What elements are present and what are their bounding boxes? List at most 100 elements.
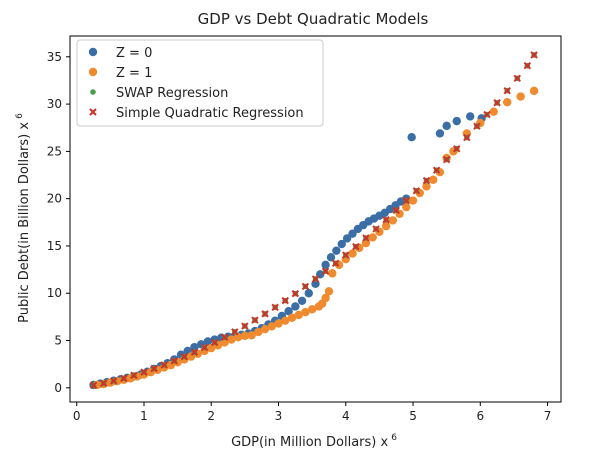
- data-point: [332, 246, 341, 255]
- data-point: [227, 335, 236, 344]
- data-point: [493, 99, 501, 107]
- x-tick-label: 4: [342, 409, 350, 423]
- data-point: [529, 86, 539, 96]
- data-point: [402, 202, 411, 212]
- data-point: [342, 234, 352, 243]
- x-tick-label: 2: [207, 409, 215, 423]
- legend-entries: Z = 0 Z = 1 SWAP Regression Simple Quadrati…: [88, 46, 304, 121]
- x-axis-label-text: GDP(in Million Dollars) x: [231, 435, 388, 450]
- data-point: [435, 129, 445, 138]
- y-axis-ticks: 0 5 10 15 20 25 30 35: [47, 50, 70, 395]
- data-point: [203, 337, 213, 346]
- data-point: [530, 51, 538, 59]
- legend-marker: [88, 67, 98, 77]
- data-point: [321, 260, 330, 270]
- data-point: [372, 225, 380, 233]
- x-axis-label-exponent: 6: [391, 433, 397, 443]
- data-point: [220, 333, 229, 342]
- data-point: [130, 371, 138, 380]
- data-point: [271, 303, 279, 312]
- x-tick-label: 6: [476, 409, 484, 423]
- plot-marks: [89, 51, 539, 390]
- y-tick-label: 20: [47, 192, 62, 206]
- data-point: [267, 322, 276, 331]
- legend-label: SWAP Regression: [116, 86, 228, 101]
- y-tick-label: 0: [54, 381, 62, 395]
- data-point: [274, 319, 283, 328]
- data-point: [200, 343, 209, 352]
- data-point: [388, 216, 398, 225]
- data-point: [483, 110, 491, 119]
- data-point: [261, 310, 269, 318]
- data-point: [453, 145, 461, 153]
- data-point: [291, 302, 300, 311]
- data-point: [307, 305, 317, 314]
- data-point: [150, 364, 158, 373]
- data-point: [473, 122, 481, 130]
- data-point: [348, 229, 357, 238]
- legend-entry: Z = 0: [88, 46, 152, 61]
- data-point: [247, 331, 256, 340]
- data-point: [240, 331, 250, 340]
- y-axis-label: Public Debt(in Billion Dollars) x 6: [15, 113, 32, 323]
- data-point: [422, 176, 431, 185]
- y-axis-label-exponent: 6: [15, 113, 25, 119]
- data-point: [337, 239, 346, 249]
- data-point: [321, 293, 330, 303]
- y-axis-label-text: Public Debt(in Billion Dollars) x: [17, 122, 32, 323]
- data-point: [301, 282, 310, 291]
- legend-marker: [90, 89, 96, 95]
- data-point: [251, 316, 259, 324]
- data-point: [99, 379, 108, 387]
- data-point: [260, 324, 270, 334]
- y-tick-label: 10: [47, 286, 62, 300]
- y-tick-label: 15: [47, 239, 62, 253]
- data-point: [284, 307, 293, 316]
- data-point: [140, 368, 148, 376]
- data-point: [412, 187, 421, 195]
- plot-frame: [69, 35, 562, 403]
- data-point: [381, 221, 391, 231]
- data-point: [89, 381, 98, 390]
- data-point: [489, 107, 498, 116]
- data-point: [331, 259, 340, 267]
- y-tick-label: 25: [47, 144, 62, 158]
- x-tick-label: 0: [73, 409, 81, 423]
- data-point: [352, 242, 360, 251]
- data-point: [160, 361, 168, 369]
- legend-entry: SWAP Regression: [90, 86, 228, 101]
- series-3: [89, 51, 538, 390]
- data-point: [241, 322, 249, 330]
- data-point: [328, 269, 337, 278]
- legend-label: Simple Quadratic Regression: [116, 106, 304, 121]
- data-point: [291, 289, 300, 298]
- data-point: [342, 251, 350, 259]
- data-point: [452, 116, 461, 126]
- data-point: [210, 338, 219, 347]
- data-point: [190, 348, 199, 356]
- data-point: [442, 155, 451, 164]
- data-point: [407, 132, 416, 142]
- data-point: [311, 275, 320, 283]
- data-point: [281, 316, 290, 325]
- data-point: [429, 175, 438, 184]
- data-point: [170, 357, 178, 365]
- y-tick-label: 5: [54, 334, 62, 348]
- legend-box: [76, 39, 324, 127]
- legend: Z = 0 Z = 1 SWAP Regression Simple Quadrati…: [76, 39, 324, 127]
- legend-label: Z = 1: [116, 66, 152, 81]
- data-point: [362, 234, 370, 242]
- data-point: [402, 196, 411, 205]
- data-point: [120, 374, 128, 382]
- data-point: [297, 296, 307, 306]
- data-point: [463, 133, 471, 142]
- data-point: [502, 98, 512, 107]
- y-tick-label: 30: [47, 97, 62, 111]
- data-point: [442, 121, 451, 131]
- data-point: [281, 296, 289, 305]
- series-1: [92, 86, 539, 390]
- data-point: [180, 352, 189, 361]
- data-point: [422, 182, 431, 191]
